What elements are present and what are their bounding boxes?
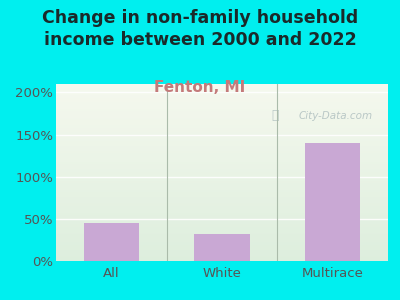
Bar [305,143,360,261]
Bar [194,234,250,261]
Text: Fenton, MI: Fenton, MI [154,80,246,94]
Text: City-Data.com: City-Data.com [298,111,372,121]
Text: Change in non-family household
income between 2000 and 2022: Change in non-family household income be… [42,9,358,49]
Bar [84,223,139,261]
Text: ⓘ: ⓘ [271,110,279,122]
